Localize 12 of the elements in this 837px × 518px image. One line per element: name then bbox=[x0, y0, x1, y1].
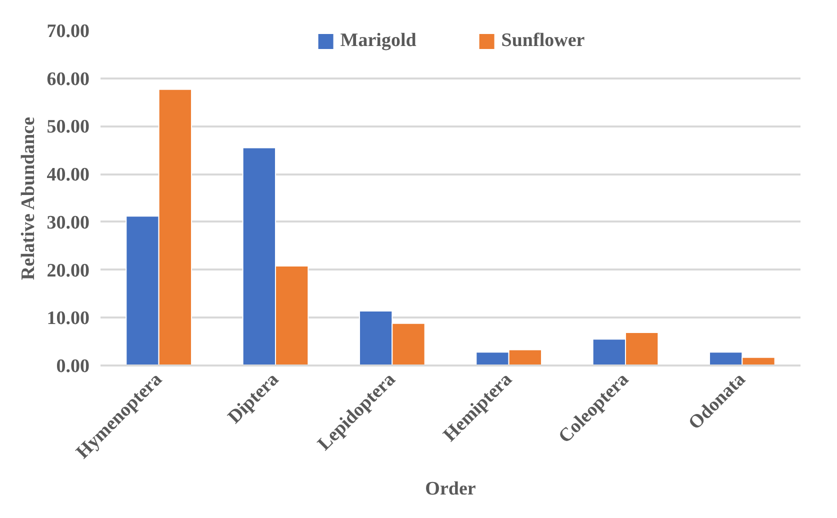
y-tick-label: 0.00 bbox=[56, 356, 90, 377]
y-tick-label: 30.00 bbox=[46, 212, 90, 234]
y-tick-label: 40.00 bbox=[46, 164, 90, 186]
y-tick-label: 20.00 bbox=[46, 260, 90, 282]
y-tick-label: 50.00 bbox=[46, 116, 90, 138]
legend-label: Sunflower bbox=[501, 30, 585, 52]
y-axis-title: Relative Abundance bbox=[18, 116, 39, 280]
legend-label: Marigold bbox=[340, 30, 416, 52]
y-tick-label: 60.00 bbox=[46, 68, 90, 90]
x-axis-title: Order bbox=[425, 478, 476, 500]
y-tick-label: 70.00 bbox=[46, 21, 90, 42]
y-tick-label: 10.00 bbox=[46, 308, 90, 330]
